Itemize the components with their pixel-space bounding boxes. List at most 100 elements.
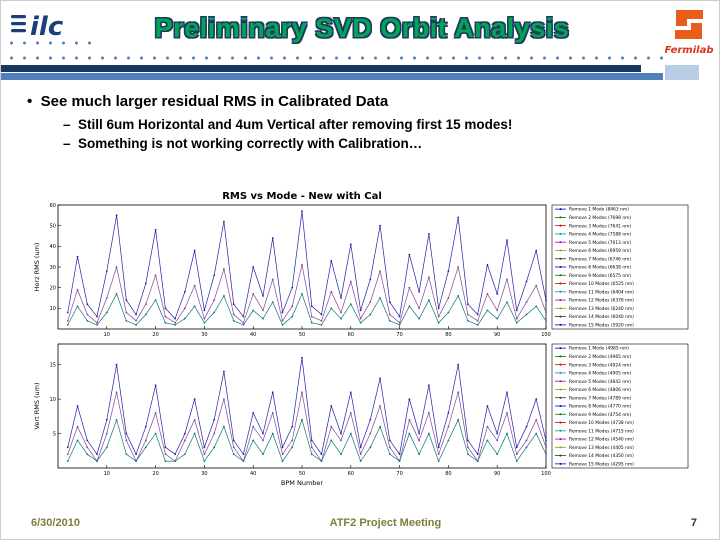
svg-text:40: 40 [250,332,256,338]
header-bars [1,65,719,82]
svg-text:Remove 7 Modes (6746 nm): Remove 7 Modes (6746 nm) [569,256,631,262]
svg-text:Remove 15 Modes (5920 nm): Remove 15 Modes (5920 nm) [569,322,634,328]
vert-subplot: 5 10 15 10 20 30 40 50 60 70 80 90 100 Vert RMS (um) B… [33,343,551,487]
series-remove-15-modes [67,292,547,326]
svg-text:Remove 12 Modes (6376 nm): Remove 12 Modes (6376 nm) [569,298,634,304]
svg-text:Remove 14 Modes (4350 nm): Remove 14 Modes (4350 nm) [569,453,634,459]
series-remove-1-mode [67,211,547,320]
svg-text:10: 10 [50,397,56,403]
svg-text:Remove 10 Modes (4738 nm): Remove 10 Modes (4738 nm) [569,420,634,426]
svg-text:Remove 5 Modes (4842 nm): Remove 5 Modes (4842 nm) [569,379,631,385]
svg-text:Remove 9 Modes (4754 nm): Remove 9 Modes (4754 nm) [569,412,631,418]
series-remove-15-modes [67,418,547,463]
svg-text:60: 60 [50,203,56,209]
svg-text:70: 70 [396,471,402,477]
svg-text:40: 40 [50,244,56,250]
y-axis-label: Vert RMS (um) [33,382,41,429]
chart-title: RMS vs Mode - New with Cal [222,191,382,202]
svg-text:10: 10 [104,471,110,477]
svg-text:Remove 5 Modes (7013 nm): Remove 5 Modes (7013 nm) [569,240,631,246]
series-remove-5-modes [67,392,547,462]
svg-text:90: 90 [494,471,500,477]
svg-text:5: 5 [53,431,56,437]
header-bar-blue [1,73,663,80]
svg-text:50: 50 [299,332,305,338]
svg-text:Remove 6 Modes (4806 nm): Remove 6 Modes (4806 nm) [569,387,631,393]
svg-text:40: 40 [250,471,256,477]
svg-text:30: 30 [201,471,207,477]
svg-text:Remove 2 Modes (4965 nm): Remove 2 Modes (4965 nm) [569,354,631,360]
ilc-logo-bar [11,15,26,19]
bullet-sub-2: Something is not working correctly with … [63,136,705,151]
svg-text:80: 80 [445,332,451,338]
svg-text:10: 10 [50,306,56,312]
svg-text:Remove 8 Modes (6638 nm): Remove 8 Modes (6638 nm) [569,265,631,271]
svg-text:60: 60 [348,332,354,338]
slide-body: See much larger residual RMS in Calibrat… [27,93,705,155]
svg-text:Remove 14 Modes (6040 nm): Remove 14 Modes (6040 nm) [569,314,634,320]
ilc-logo-text: ilc [30,12,64,42]
y-axis-label: Horz RMS (um) [33,243,41,292]
fermilab-logo: Fermilab [663,5,715,64]
slide-footer: 6/30/2010 ATF2 Project Meeting 7 [31,517,697,529]
svg-text:Remove 13 Modes (4405 nm): Remove 13 Modes (4405 nm) [569,445,634,451]
ilc-logo-bar [11,22,26,26]
bullet-sub-1: Still 6um Horizontal and 4um Vertical af… [63,117,705,132]
series-remove-5-modes [67,264,547,324]
fermilab-logo-shape [675,23,702,39]
svg-text:70: 70 [396,332,402,338]
svg-text:20: 20 [50,285,56,291]
svg-text:Remove 1 Mode (8463 nm): Remove 1 Mode (8463 nm) [569,207,629,213]
bullet-main: See much larger residual RMS in Calibrat… [27,93,705,110]
svg-text:Remove 12 Modes (4540 nm): Remove 12 Modes (4540 nm) [569,437,634,443]
x-axis-label: BPM Number [281,479,323,487]
svg-text:Remove 15 Modes (4295 nm): Remove 15 Modes (4295 nm) [569,461,634,467]
vert-legend: Remove 1 Mode (4985 nm) Remove 2 Modes (4… [551,343,689,469]
horz-subplot: 10 20 30 40 50 60 10 20 30 40 50 60 70 80 90 100 Horz RM… [33,203,551,338]
page-number: 7 [690,517,697,529]
rms-vs-mode-chart: 10 20 30 40 50 60 10 20 30 40 50 60 70 80 90 100 Horz RM… [33,191,689,487]
dotted-divider-left [3,39,99,45]
footer-meeting-title: ATF2 Project Meeting [329,517,442,529]
header-bar-cap [665,65,699,80]
rms-figure: 10 20 30 40 50 60 10 20 30 40 50 60 70 80 90 100 Horz RM… [30,189,692,501]
header-bar-dark [1,65,641,72]
svg-text:Remove 4 Modes (4905 nm): Remove 4 Modes (4905 nm) [569,371,631,377]
svg-text:Remove 4 Modes (7588 nm): Remove 4 Modes (7588 nm) [569,232,631,238]
dotted-divider-full [3,54,671,60]
svg-text:Remove 11 Modes (6404 nm): Remove 11 Modes (6404 nm) [569,289,634,295]
svg-text:10: 10 [104,332,110,338]
svg-text:60: 60 [348,471,354,477]
svg-text:20: 20 [152,471,158,477]
svg-text:Remove 3 Modes (4924 nm): Remove 3 Modes (4924 nm) [569,362,631,368]
page-title: Preliminary SVD Orbit Analysis [154,13,570,43]
svg-text:100: 100 [541,332,551,338]
svg-text:50: 50 [50,223,56,229]
svg-text:Remove 2 Modes (7698 nm): Remove 2 Modes (7698 nm) [569,215,631,221]
fermilab-logo-shape [676,10,703,26]
fermilab-logo-text: Fermilab [665,45,713,56]
footer-date: 6/30/2010 [31,517,80,529]
svg-text:Remove 11 Modes (4715 nm): Remove 11 Modes (4715 nm) [569,428,634,434]
svg-text:Remove 3 Modes (7641 nm): Remove 3 Modes (7641 nm) [569,223,631,229]
svg-text:100: 100 [541,471,551,477]
horz-legend: Remove 1 Mode (8463 nm) Remove 2 Modes (7… [551,204,689,330]
svg-text:30: 30 [201,332,207,338]
svg-text:50: 50 [299,471,305,477]
ilc-logo-bar [11,29,26,33]
svg-text:Remove 6 Modes (6959 nm): Remove 6 Modes (6959 nm) [569,248,631,254]
svg-text:Remove 10 Modes (6525 nm): Remove 10 Modes (6525 nm) [569,281,634,287]
svg-text:20: 20 [152,332,158,338]
svg-text:80: 80 [445,471,451,477]
series-remove-1-mode [67,357,547,456]
svg-text:Remove 8 Modes (4770 nm): Remove 8 Modes (4770 nm) [569,404,631,410]
svg-text:Remove 9 Modes (6575 nm): Remove 9 Modes (6575 nm) [569,273,631,279]
svg-text:90: 90 [494,332,500,338]
svg-text:30: 30 [50,265,56,271]
svg-text:Remove 13 Modes (6240 nm): Remove 13 Modes (6240 nm) [569,306,634,312]
svg-text:Remove 7 Modes (4789 nm): Remove 7 Modes (4789 nm) [569,395,631,401]
svg-text:Remove 1 Mode (4985 nm): Remove 1 Mode (4985 nm) [569,346,629,352]
svg-text:15: 15 [50,362,56,368]
ilc-logo: ilc [9,7,65,48]
